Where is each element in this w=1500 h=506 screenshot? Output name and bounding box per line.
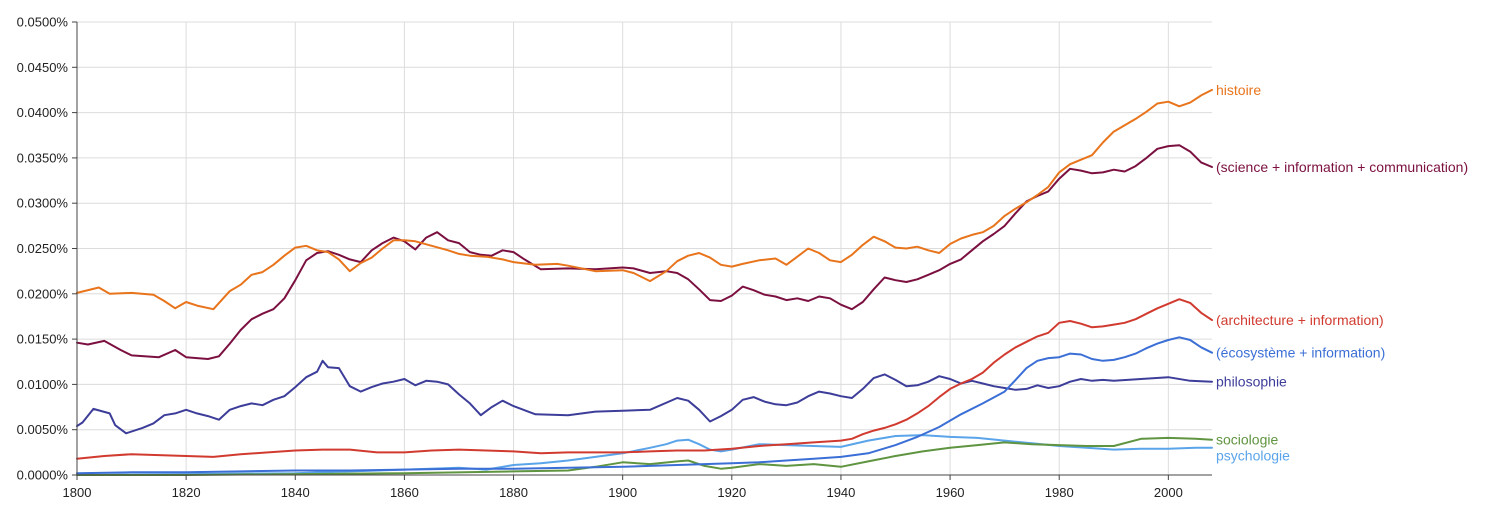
y-tick-label: 0.0150% — [17, 332, 69, 347]
x-tick-label: 1860 — [390, 485, 419, 500]
series-label-1: (science + information + communication) — [1216, 159, 1468, 175]
series-line-6 — [76, 434, 1213, 476]
y-tick-label: 0.0450% — [17, 60, 69, 75]
series-line-0 — [76, 88, 1213, 311]
y-tick-label: 0.0100% — [17, 377, 69, 392]
x-tick-label: 1800 — [63, 485, 92, 500]
x-tick-label: 1960 — [936, 485, 965, 500]
grid — [77, 21, 1212, 475]
y-tick-label: 0.0000% — [17, 468, 69, 483]
y-tick-label: 0.0500% — [17, 15, 69, 30]
tick-labels: 0.0000% 0.0050% 0.0100% 0.0150% 0.0200% 0.025… — [17, 15, 1183, 501]
x-tick-label: 1900 — [608, 485, 637, 500]
series-label-2: (architecture + information) — [1216, 312, 1384, 328]
y-tick-label: 0.0200% — [17, 286, 69, 301]
series-label-5: sociologie — [1216, 432, 1278, 448]
series-line-2 — [76, 298, 1213, 460]
y-tick-label: 0.0300% — [17, 196, 69, 211]
y-tick-label: 0.0050% — [17, 422, 69, 437]
series-lines — [76, 88, 1213, 476]
series-line-1 — [76, 144, 1213, 360]
series-line-3 — [76, 336, 1213, 475]
series-label-4: philosophie — [1216, 374, 1287, 390]
series-label-6: psychologie — [1216, 448, 1290, 464]
x-tick-label: 1940 — [826, 485, 855, 500]
x-tick-label: 1880 — [499, 485, 528, 500]
y-tick-label: 0.0350% — [17, 150, 69, 165]
x-tick-label: 1980 — [1045, 485, 1074, 500]
series-label-3: (écosystème + information) — [1216, 345, 1385, 361]
y-tick-label: 0.0400% — [17, 105, 69, 120]
x-tick-label: 1840 — [281, 485, 310, 500]
x-tick-label: 2000 — [1154, 485, 1183, 500]
y-tick-label: 0.0250% — [17, 241, 69, 256]
series-line-4 — [76, 359, 1213, 435]
series-labels: histoire (science + information + communi… — [1216, 82, 1468, 464]
x-tick-label: 1920 — [717, 485, 746, 500]
series-label-0: histoire — [1216, 82, 1261, 98]
x-tick-label: 1820 — [172, 485, 201, 500]
series-line-5 — [76, 436, 1213, 476]
axes — [72, 21, 1212, 480]
